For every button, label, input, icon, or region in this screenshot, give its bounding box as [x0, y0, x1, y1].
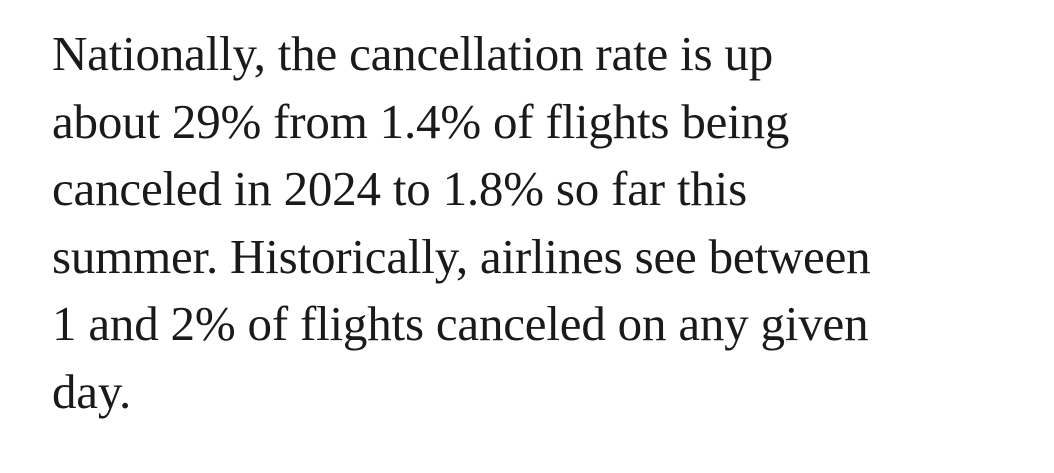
- paragraph-line: 1 and 2% of flights canceled on any give…: [52, 296, 869, 351]
- paragraph-line: day.: [52, 363, 132, 419]
- paragraph-line: Nationally, the cancellation rate is up: [52, 26, 774, 81]
- article-body: Nationally, the cancellation rate is up …: [52, 20, 1042, 425]
- paragraph-line: summer. Historically, airlines see betwe…: [52, 228, 871, 284]
- paragraph-line: canceled in 2024 to 1.8% so far this: [52, 161, 747, 216]
- paragraph-line: about 29% from 1.4% of flights being: [52, 93, 790, 149]
- paragraph: Nationally, the cancellation rate is up …: [52, 20, 1042, 425]
